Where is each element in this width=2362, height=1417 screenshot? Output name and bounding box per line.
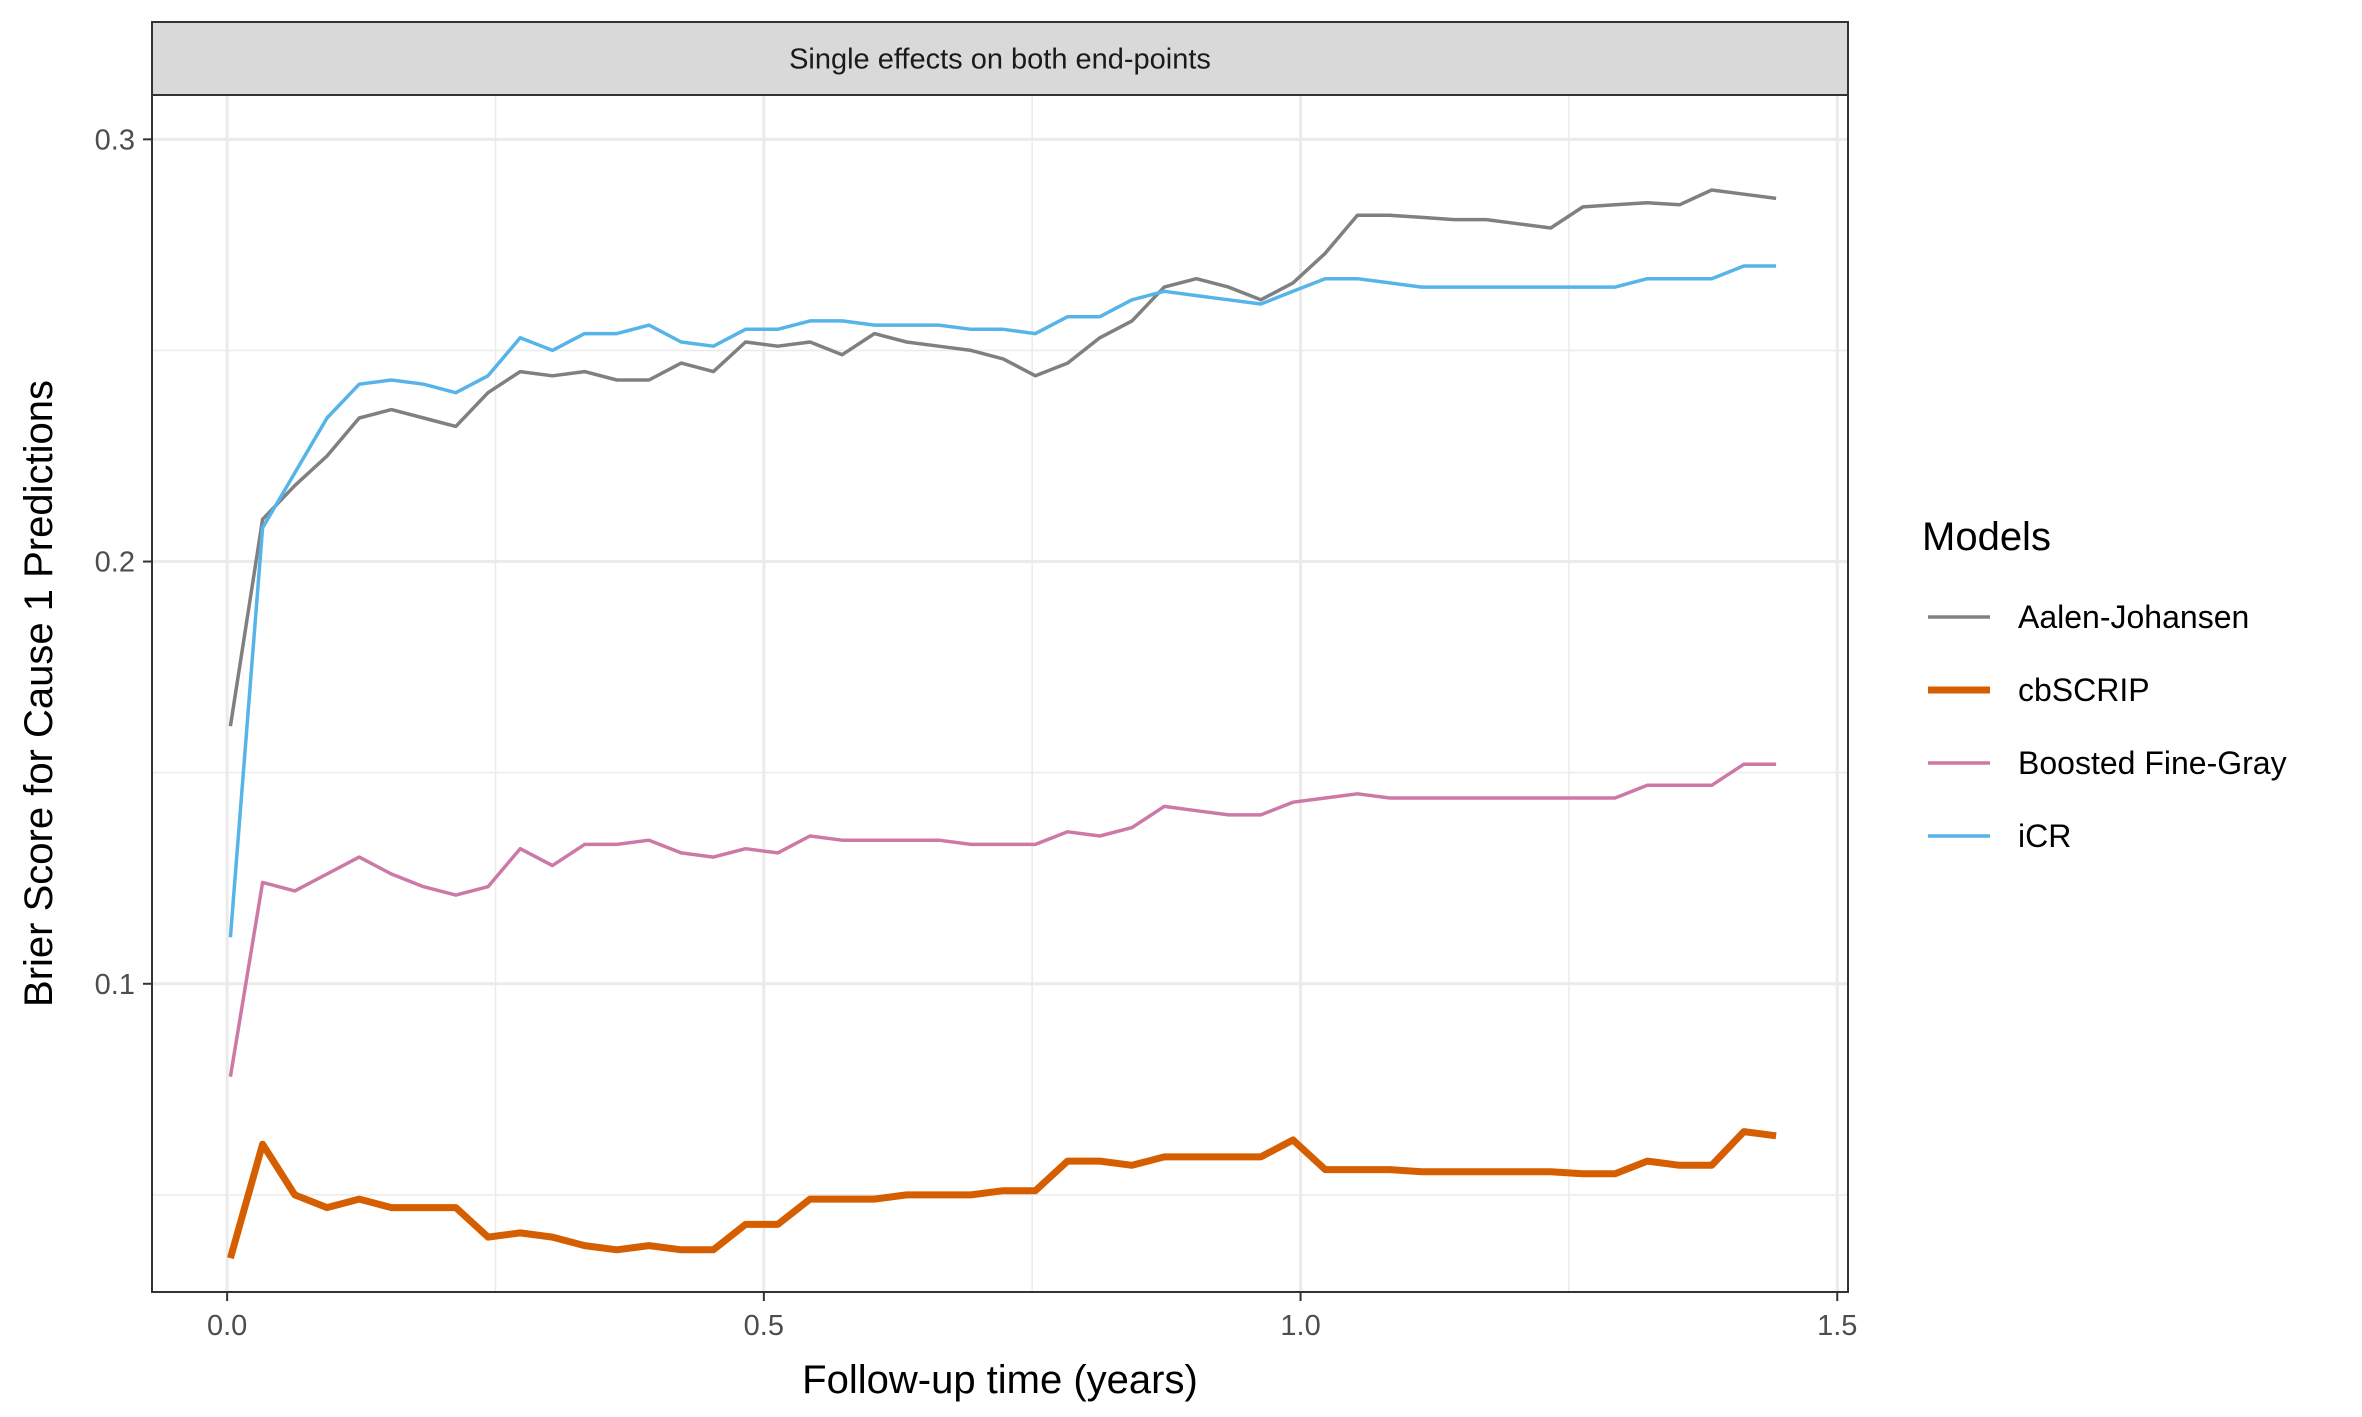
legend: Models Aalen-Johansen cbSCRIP Boosted Fine… xyxy=(1922,515,2287,854)
x-tick-label: 0.5 xyxy=(744,1310,784,1342)
y-tick-label: 0.3 xyxy=(95,124,135,156)
y-axis: 0.1 0.2 0.3 xyxy=(95,124,152,1001)
series-line-cbscrip xyxy=(227,1128,1777,1260)
series-line-aalen-johansen xyxy=(228,188,1777,727)
facet-title: Single effects on both end-points xyxy=(789,44,1211,76)
series-line-boosted-fine-gray xyxy=(228,762,1777,1077)
legend-title: Models xyxy=(1922,515,2051,559)
x-tick-label: 1.5 xyxy=(1817,1310,1857,1342)
y-axis-title: Brier Score for Cause 1 Predictions xyxy=(17,380,61,1007)
x-axis-title: Follow-up time (years) xyxy=(802,1358,1198,1402)
x-tick-label: 1.0 xyxy=(1280,1310,1320,1342)
legend-label: cbSCRIP xyxy=(2018,672,2150,708)
series-layer xyxy=(227,188,1777,1260)
facet-strip xyxy=(151,21,1849,96)
panel-border xyxy=(151,94,1849,1293)
y-tick-label: 0.2 xyxy=(95,547,135,579)
legend-item-aalen-johansen: Aalen-Johansen xyxy=(1928,599,2249,635)
legend-item-cbscrip: cbSCRIP xyxy=(1928,672,2150,708)
legend-label: Aalen-Johansen xyxy=(2018,599,2249,635)
gridlines xyxy=(152,95,1848,1292)
y-tick-label: 0.1 xyxy=(95,969,135,1001)
legend-label: iCR xyxy=(2018,818,2071,854)
legend-label: Boosted Fine-Gray xyxy=(2018,745,2287,781)
legend-item-icr: iCR xyxy=(1928,818,2071,854)
series-line-icr xyxy=(228,264,1777,938)
legend-item-boosted-fine-gray: Boosted Fine-Gray xyxy=(1928,745,2287,781)
x-axis: 0.0 0.5 1.0 1.5 xyxy=(207,1292,1857,1342)
x-tick-label: 0.0 xyxy=(207,1310,247,1342)
